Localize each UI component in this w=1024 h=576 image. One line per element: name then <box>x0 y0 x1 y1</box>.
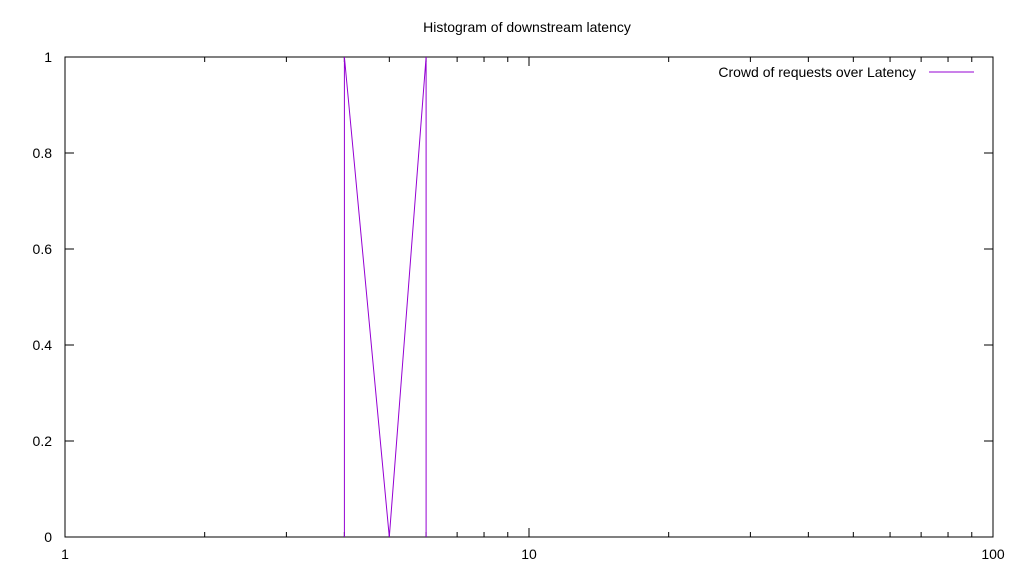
legend: Crowd of requests over Latency <box>718 64 974 80</box>
axis-ticks <box>64 56 994 538</box>
x-tick-label: 10 <box>521 546 537 562</box>
series-line <box>343 56 427 538</box>
y-tick-label: 0.4 <box>33 337 53 353</box>
y-tick-label: 0.2 <box>33 433 53 449</box>
plot-area-border <box>64 56 994 538</box>
legend-label: Crowd of requests over Latency <box>718 64 916 80</box>
x-tick-label: 1 <box>61 546 69 562</box>
y-tick-label: 1 <box>44 49 52 65</box>
y-axis-tick-labels: 0 0.2 0.4 0.6 0.8 1 <box>33 49 53 545</box>
y-tick-label: 0 <box>44 529 52 545</box>
x-tick-label: 100 <box>981 546 1005 562</box>
chart-title: Histogram of downstream latency <box>423 19 631 35</box>
y-tick-label: 0.6 <box>33 241 53 257</box>
x-axis-tick-labels: 1 10 100 <box>61 546 1005 562</box>
y-tick-label: 0.8 <box>33 145 53 161</box>
